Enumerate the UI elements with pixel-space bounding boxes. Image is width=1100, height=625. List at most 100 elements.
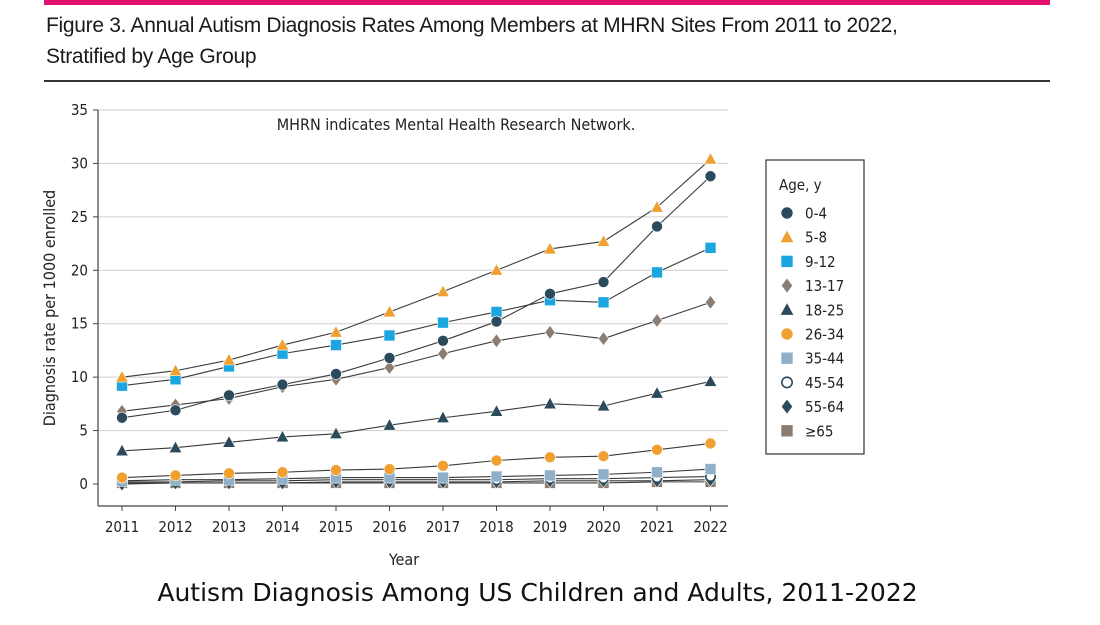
data-point-18-25-2022	[703, 374, 718, 387]
data-point-26-34-2014	[276, 466, 289, 479]
legend-label: 9-12	[805, 253, 836, 271]
series-line-5-8	[121, 158, 711, 378]
data-point-5-8-2013	[222, 352, 236, 366]
x-tick-label: 2022	[693, 518, 727, 536]
data-point-18-25-2019	[543, 396, 557, 410]
data-point-0-4-2022	[704, 170, 717, 183]
data-point-35-44-2020	[597, 468, 610, 481]
legend-marker-35-44	[780, 351, 794, 365]
data-point-5-8-2014	[275, 337, 290, 351]
data-point-18-25-2016	[382, 418, 397, 431]
data-point-13-17-2019	[544, 324, 556, 340]
data-point-5-8-2018	[489, 263, 504, 276]
data-point-26-34-2011	[116, 471, 128, 484]
series-line-0-4	[121, 175, 711, 419]
data-point-0-4-2013	[223, 389, 235, 402]
data-point-18-25-2018	[489, 404, 504, 417]
x-tick-label: 2015	[319, 518, 353, 536]
y-tick-label: 35	[71, 101, 88, 119]
series-line-≥65	[122, 481, 711, 484]
legend-label: 13-17	[805, 277, 844, 295]
legend-label: 5-8	[805, 229, 827, 247]
data-point-35-44-2022	[704, 463, 717, 475]
data-point-5-8-2016	[382, 304, 397, 318]
data-point-18-25-2015	[329, 426, 343, 440]
legend-label: 45-54	[805, 374, 844, 392]
data-point-18-25-2013	[222, 435, 236, 448]
legend-label: 26-34	[805, 326, 844, 344]
data-point-26-34-2015	[330, 464, 342, 476]
legend-marker-13-17	[780, 277, 794, 294]
x-tick-label: 2011	[105, 518, 139, 536]
title-rule	[44, 80, 1050, 82]
x-axis-title: Year	[388, 550, 419, 569]
data-point-5-8-2012	[168, 363, 183, 376]
legend-label: 55-64	[805, 398, 844, 416]
x-tick-label: 2019	[533, 518, 567, 536]
y-tick-label: 5	[79, 422, 88, 440]
x-tick-label: 2017	[426, 518, 460, 536]
data-point-26-34-2018	[490, 454, 503, 467]
data-point-26-34-2016	[383, 463, 396, 475]
x-tick-label: 2018	[479, 518, 513, 536]
legend-marker-55-64	[780, 398, 794, 415]
data-point-9-12-2015	[330, 339, 342, 351]
series-line-18-25	[121, 380, 711, 452]
legend-marker-0-4	[780, 206, 794, 220]
x-tick-label: 2012	[158, 518, 192, 536]
data-point-18-25-2017	[436, 410, 450, 423]
data-point-35-44-2018	[490, 470, 503, 483]
data-point-26-34-2012	[169, 469, 182, 482]
accent-bar	[44, 0, 1050, 5]
data-point-5-8-2017	[436, 284, 450, 297]
x-tick-label: 2021	[640, 518, 674, 536]
data-point-0-4-2015	[330, 368, 342, 380]
y-axis-title: Diagnosis rate per 1000 enrolled	[40, 190, 59, 426]
legend-title: Age, y	[779, 176, 822, 194]
data-point-0-4-2012	[169, 404, 182, 417]
data-point-35-44-2017	[437, 471, 449, 484]
data-point-26-34-2017	[437, 460, 449, 472]
data-point-9-12-2022	[704, 242, 717, 254]
data-point-26-34-2013	[223, 467, 235, 480]
legend-marker-9-12	[780, 255, 794, 268]
figure-title-line-2: Stratified by Age Group	[46, 45, 257, 68]
legend-marker-45-54	[780, 376, 793, 389]
data-point-13-17-2020	[597, 331, 610, 347]
bottom-caption: Autism Diagnosis Among US Children and A…	[157, 578, 918, 607]
data-point-0-4-2014	[276, 378, 289, 391]
data-point-26-34-2021	[651, 444, 663, 456]
y-tick-label: 30	[71, 154, 88, 172]
data-point-18-25-2020	[596, 398, 611, 412]
data-point-13-17-2017	[437, 346, 449, 362]
data-point-5-8-2019	[543, 241, 557, 255]
chart-annotation: MHRN indicates Mental Health Research Ne…	[277, 115, 636, 134]
data-point-13-17-2016	[383, 360, 396, 375]
series-line-26-34	[121, 442, 711, 479]
legend-marker-≥65	[780, 424, 794, 438]
data-point-5-8-2011	[115, 369, 129, 383]
data-point-26-34-2019	[544, 451, 556, 464]
data-point-9-12-2017	[437, 316, 449, 329]
data-point-18-25-2021	[650, 385, 664, 399]
y-tick-label: 0	[79, 475, 88, 493]
legend-marker-26-34	[780, 327, 794, 341]
x-tick-label: 2014	[265, 518, 299, 536]
data-point-35-44-2021	[651, 466, 663, 479]
x-tick-label: 2013	[212, 518, 246, 536]
data-point-0-4-2011	[116, 411, 128, 424]
data-point-0-4-2020	[597, 276, 610, 288]
data-point-9-12-2016	[383, 329, 396, 342]
x-tick-label: 2016	[372, 518, 406, 536]
legend-label: 0-4	[805, 205, 827, 223]
data-point-5-8-2021	[650, 200, 664, 213]
x-tick-label: 2020	[586, 518, 620, 536]
data-point-13-17-2022	[704, 294, 717, 310]
figure-title: Figure 3. Annual Autism Diagnosis Rates …	[46, 10, 1046, 72]
data-point-18-25-2012	[168, 440, 183, 453]
data-point-13-17-2021	[651, 313, 663, 328]
data-point-5-8-2015	[329, 325, 343, 338]
y-tick-label: 10	[71, 368, 88, 386]
data-point-5-8-2022	[703, 151, 718, 165]
